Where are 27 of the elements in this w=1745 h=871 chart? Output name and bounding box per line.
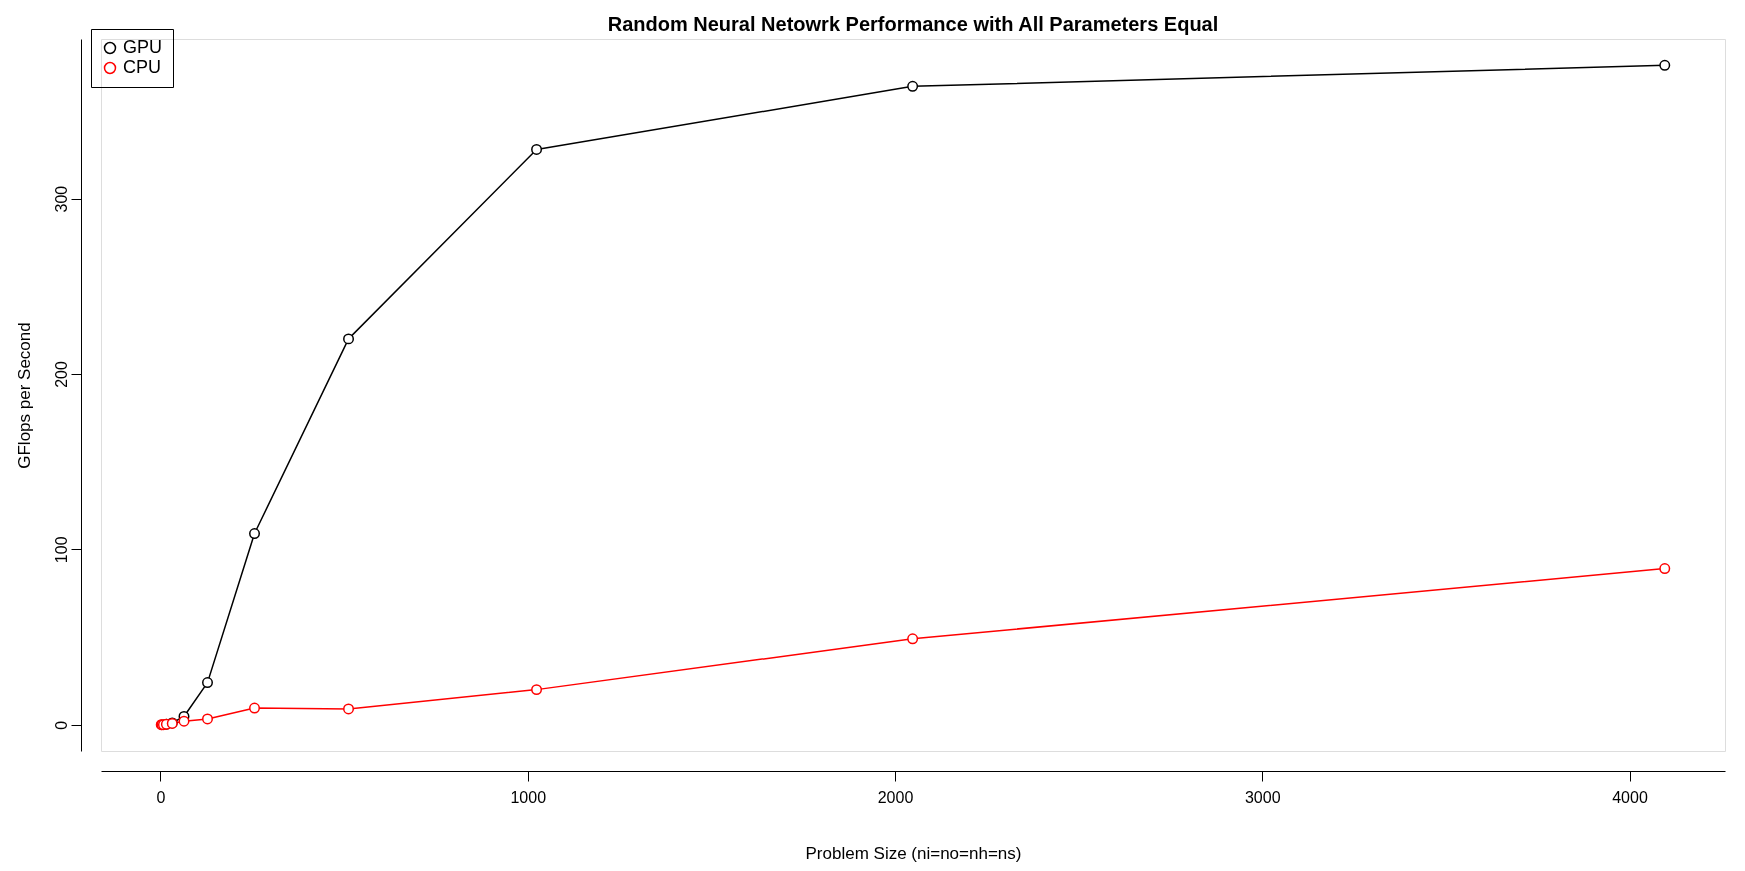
y-tick-label: 200: [52, 361, 70, 388]
x-tick-label: 1000: [510, 788, 547, 806]
point: [531, 684, 543, 696]
chart-title: Random Neural Netowrk Performance with All Parameters Equal: [607, 13, 1219, 35]
point: [531, 144, 543, 155]
point: [1659, 563, 1671, 575]
legend-label: CPU: [123, 57, 162, 77]
y-axis-title: GFlops per Second: [14, 322, 34, 469]
point: [202, 677, 213, 689]
legend-label: GPU: [123, 37, 163, 57]
point: [1659, 59, 1671, 71]
point: [178, 715, 190, 727]
y-tick-label: 0: [52, 720, 70, 730]
x-tick-label: 2000: [877, 788, 914, 806]
point: [907, 80, 919, 92]
x-tick-label: 3000: [1244, 788, 1281, 806]
point: [202, 713, 213, 725]
x-tick-label: 4000: [1612, 788, 1648, 806]
x-axis-title: Problem Size (ni=no=nh=ns): [805, 843, 1022, 863]
y-tick-label: 100: [52, 536, 70, 564]
point: [249, 702, 261, 714]
y-tick-label: 300: [52, 185, 70, 213]
point: [249, 528, 261, 540]
point: [343, 703, 355, 715]
x-tick-label: 0: [156, 788, 166, 806]
point: [343, 333, 355, 345]
point: [907, 633, 919, 645]
